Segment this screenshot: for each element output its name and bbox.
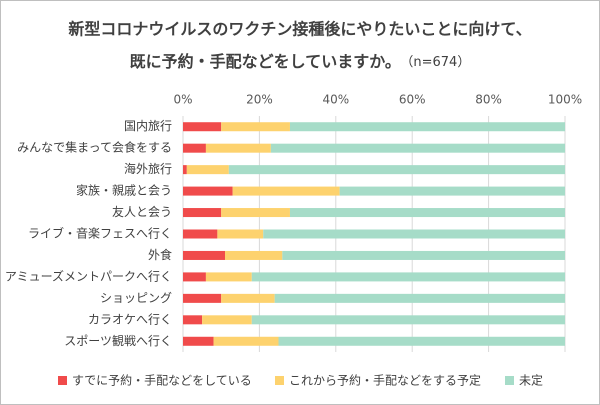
bar-segment bbox=[183, 208, 222, 218]
bar-segment bbox=[274, 293, 565, 303]
bar-segment bbox=[183, 336, 214, 346]
bar-segment bbox=[289, 208, 565, 218]
bar-segment bbox=[221, 208, 290, 218]
bar-segment bbox=[205, 272, 252, 282]
legend-swatch bbox=[505, 376, 514, 385]
x-tick-label: 40% bbox=[322, 93, 349, 107]
category-label: ショッピング bbox=[100, 291, 172, 305]
x-tick-label: 80% bbox=[475, 93, 502, 107]
bar-segment bbox=[221, 293, 275, 303]
legend-swatch bbox=[58, 376, 67, 385]
bar-segment bbox=[183, 315, 203, 325]
chart-title-line: 新型コロナウイルスのワクチン接種後にやりたいことに向けて、 bbox=[68, 20, 531, 39]
bar-segment bbox=[183, 186, 233, 196]
x-tick-label: 100% bbox=[548, 93, 582, 107]
category-label: ライブ・音楽フェスへ行く bbox=[28, 226, 172, 241]
x-tick-label: 0% bbox=[173, 93, 192, 107]
bar-segment bbox=[225, 250, 283, 260]
bar-segment bbox=[339, 186, 565, 196]
x-tick-label: 60% bbox=[399, 93, 426, 107]
bar-segment bbox=[205, 143, 271, 153]
sample-size-note: （n=674） bbox=[407, 55, 470, 70]
bar-segment bbox=[183, 122, 222, 132]
bar-segment bbox=[217, 229, 264, 239]
legend-label: これから予約・手配などをする予定 bbox=[289, 373, 481, 388]
bar-segment bbox=[251, 272, 565, 282]
bar-segment bbox=[232, 186, 340, 196]
category-label: みんなで集まって会食をする bbox=[17, 140, 172, 155]
category-label: アミューズメントパークへ行く bbox=[5, 268, 172, 283]
bar-segment bbox=[278, 336, 565, 346]
bar-segment bbox=[183, 143, 206, 153]
legend-label: すでに予約・手配などをしている bbox=[72, 373, 252, 388]
bar-segment bbox=[183, 165, 187, 175]
bar-segment bbox=[202, 315, 252, 325]
category-label: スポーツ観戦へ行く bbox=[64, 334, 172, 348]
bar-segment bbox=[183, 293, 222, 303]
bar-segment bbox=[251, 315, 565, 325]
bar-segment bbox=[228, 165, 565, 175]
category-label: 外食 bbox=[148, 247, 172, 262]
bar-segment bbox=[289, 122, 565, 132]
x-tick-label: 20% bbox=[246, 93, 273, 107]
bar-segment bbox=[183, 272, 206, 282]
bar-segment bbox=[263, 229, 565, 239]
bar-segment bbox=[213, 336, 279, 346]
bar-segment bbox=[221, 122, 290, 132]
bar-segment bbox=[183, 250, 226, 260]
chart-title-line: 既に予約・手配などをしていますか。 （n=674） bbox=[130, 52, 471, 71]
legend-label: 未定 bbox=[519, 373, 543, 388]
category-label: 国内旅行 bbox=[124, 119, 172, 133]
category-label: 海外旅行 bbox=[124, 161, 172, 176]
bar-segment bbox=[270, 143, 565, 153]
chart-title-line: 既に予約・手配などをしていますか。 bbox=[130, 52, 401, 71]
bar-segment bbox=[183, 229, 218, 239]
legend-swatch bbox=[275, 376, 284, 385]
bar-segment bbox=[186, 165, 229, 175]
bar-segment bbox=[282, 250, 565, 260]
category-label: 友人と会う bbox=[112, 205, 172, 219]
category-label: 家族・親戚と会う bbox=[76, 183, 172, 198]
category-label: カラオケへ行く bbox=[88, 312, 172, 326]
